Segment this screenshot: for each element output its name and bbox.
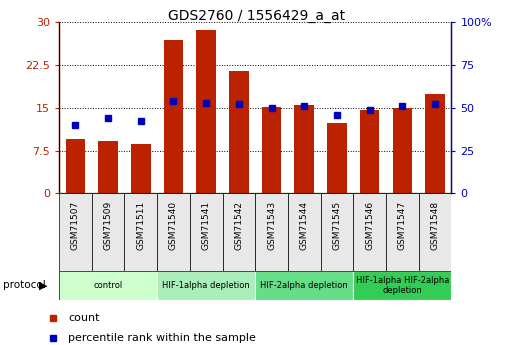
Bar	[255, 271, 353, 300]
Bar	[92, 193, 125, 271]
Bar	[294, 105, 314, 193]
Text: GSM71507: GSM71507	[71, 201, 80, 250]
Text: GSM71509: GSM71509	[104, 201, 112, 250]
Bar	[386, 193, 419, 271]
Text: GSM71548: GSM71548	[430, 201, 440, 250]
Text: GSM71542: GSM71542	[234, 201, 243, 250]
Bar	[360, 109, 380, 193]
Bar	[157, 271, 255, 300]
Bar	[59, 193, 92, 271]
Bar	[353, 193, 386, 271]
Text: count: count	[68, 313, 100, 323]
Bar	[353, 271, 451, 300]
Bar	[262, 107, 281, 193]
Text: GSM71546: GSM71546	[365, 201, 374, 250]
Bar	[131, 144, 150, 193]
Text: HIF-1alpha HIF-2alpha
depletion: HIF-1alpha HIF-2alpha depletion	[356, 276, 449, 295]
Text: ▶: ▶	[38, 280, 47, 290]
Text: GSM71540: GSM71540	[169, 201, 178, 250]
Text: GDS2760 / 1556429_a_at: GDS2760 / 1556429_a_at	[168, 9, 345, 23]
Bar	[288, 193, 321, 271]
Text: HIF-2alpha depletion: HIF-2alpha depletion	[261, 281, 348, 290]
Bar	[190, 193, 223, 271]
Text: HIF-1alpha depletion: HIF-1alpha depletion	[162, 281, 250, 290]
Text: percentile rank within the sample: percentile rank within the sample	[68, 333, 256, 343]
Bar	[229, 71, 249, 193]
Text: protocol: protocol	[3, 280, 45, 290]
Bar	[164, 39, 183, 193]
Text: control: control	[93, 281, 123, 290]
Text: GSM71511: GSM71511	[136, 201, 145, 250]
Bar	[124, 193, 157, 271]
Bar	[425, 93, 445, 193]
Bar	[157, 193, 190, 271]
Text: GSM71543: GSM71543	[267, 201, 276, 250]
Bar	[66, 139, 85, 193]
Bar	[419, 193, 451, 271]
Bar	[327, 123, 347, 193]
Bar	[59, 271, 157, 300]
Bar	[98, 141, 118, 193]
Bar	[255, 193, 288, 271]
Text: GSM71545: GSM71545	[332, 201, 342, 250]
Text: GSM71541: GSM71541	[202, 201, 211, 250]
Text: GSM71547: GSM71547	[398, 201, 407, 250]
Bar	[321, 193, 353, 271]
Bar	[392, 108, 412, 193]
Bar	[223, 193, 255, 271]
Bar	[196, 30, 216, 193]
Text: GSM71544: GSM71544	[300, 201, 309, 250]
